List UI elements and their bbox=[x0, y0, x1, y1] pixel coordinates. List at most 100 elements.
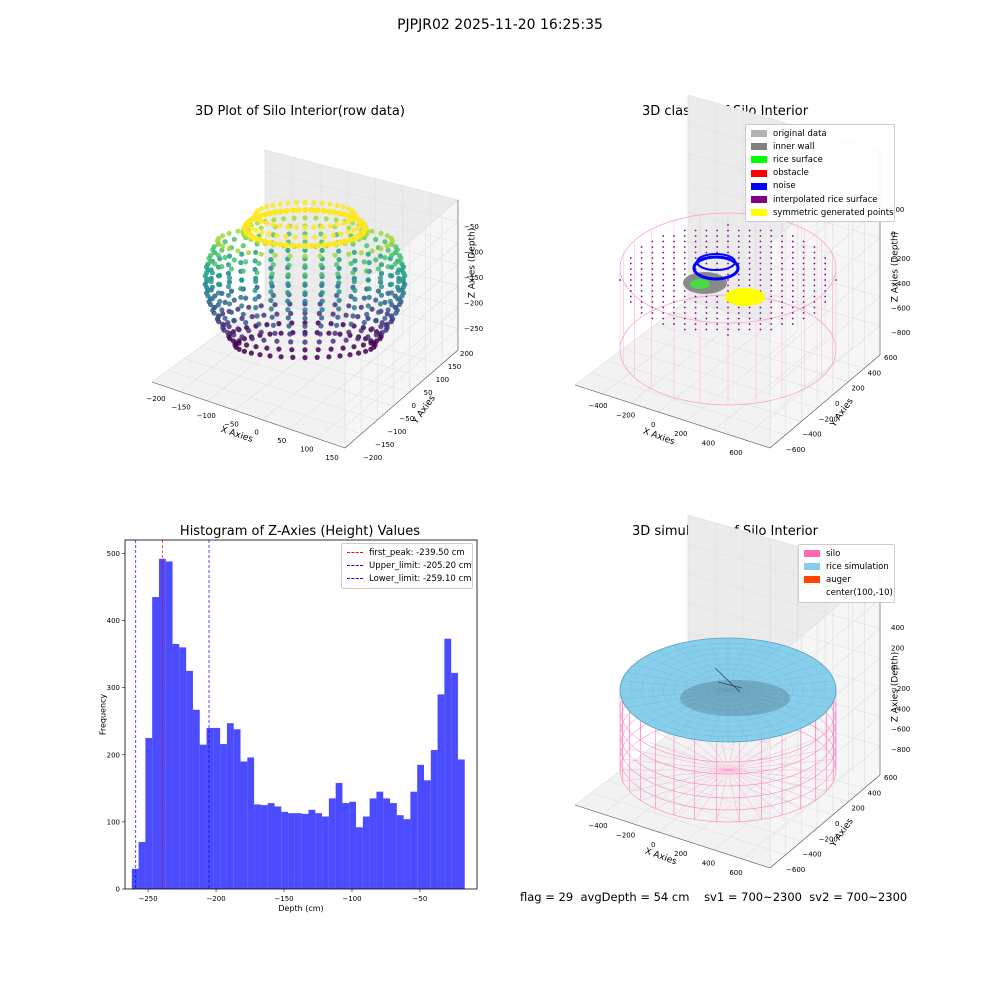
data-point bbox=[396, 301, 403, 308]
interpolated-point bbox=[781, 306, 783, 309]
data-point bbox=[272, 209, 278, 216]
data-point bbox=[274, 232, 280, 238]
histogram-bar bbox=[322, 816, 329, 889]
grid-line bbox=[687, 602, 881, 659]
data-point bbox=[226, 253, 233, 259]
data-point bbox=[240, 243, 246, 249]
interpolated-point bbox=[629, 301, 632, 303]
data-point bbox=[389, 313, 395, 319]
data-point bbox=[226, 279, 233, 285]
interpolated-point bbox=[737, 235, 740, 237]
data-point bbox=[393, 249, 399, 255]
data-point bbox=[318, 262, 324, 268]
interpolated-point bbox=[662, 235, 665, 237]
data-point bbox=[332, 209, 338, 216]
rice-mesh-spoke bbox=[645, 689, 729, 724]
data-point bbox=[346, 251, 352, 257]
interpolated-point bbox=[640, 284, 643, 287]
interpolated-point bbox=[813, 295, 816, 298]
data-point bbox=[302, 323, 308, 329]
interpolated-point bbox=[705, 328, 708, 331]
data-point bbox=[215, 281, 222, 287]
interpolated-point bbox=[716, 328, 719, 331]
interpolated-point bbox=[619, 279, 621, 281]
data-point bbox=[346, 225, 352, 231]
rice-mesh-spoke bbox=[626, 672, 729, 691]
data-point bbox=[361, 319, 367, 326]
interpolated-point bbox=[640, 279, 643, 281]
interpolated-point bbox=[727, 312, 729, 314]
data-point bbox=[256, 321, 262, 327]
rice-surface-cluster bbox=[690, 279, 710, 289]
histogram-bar bbox=[376, 791, 384, 889]
data-point bbox=[336, 280, 342, 286]
data-point bbox=[264, 204, 270, 210]
data-point bbox=[256, 293, 262, 300]
legend-label: interpolated rice surface bbox=[773, 194, 878, 205]
legend-swatch bbox=[751, 143, 767, 151]
grid-line bbox=[630, 315, 744, 404]
data-point bbox=[314, 242, 321, 249]
y-tick-label: 0 bbox=[835, 820, 839, 828]
data-point bbox=[365, 303, 371, 309]
data-point bbox=[254, 270, 260, 276]
interpolated-point bbox=[781, 273, 783, 276]
data-point bbox=[253, 305, 259, 311]
data-point bbox=[246, 304, 252, 310]
data-point bbox=[286, 262, 292, 268]
histogram-bar bbox=[158, 558, 166, 889]
data-point bbox=[336, 289, 342, 295]
data-point bbox=[392, 261, 398, 267]
interpolated-point bbox=[813, 290, 816, 292]
data-point bbox=[379, 330, 385, 336]
legend-label: obstacle bbox=[773, 168, 809, 179]
interpolated-point bbox=[662, 268, 665, 270]
data-point bbox=[281, 216, 287, 222]
interpolated-point bbox=[770, 268, 773, 270]
y-tick-label: −100 bbox=[387, 428, 406, 436]
data-point bbox=[257, 352, 263, 358]
interpolated-point bbox=[813, 273, 816, 276]
interpolated-point bbox=[716, 295, 719, 298]
interpolated-point bbox=[683, 323, 686, 325]
data-point bbox=[374, 338, 380, 344]
y-tick-label: 400 bbox=[868, 369, 881, 377]
interpolated-point bbox=[748, 251, 751, 254]
data-point bbox=[235, 248, 241, 254]
data-point bbox=[388, 235, 394, 241]
data-point bbox=[293, 224, 299, 230]
interpolated-point bbox=[770, 284, 773, 287]
data-point bbox=[334, 202, 340, 208]
interpolated-point bbox=[651, 273, 654, 276]
data-point bbox=[285, 200, 291, 206]
grid-line bbox=[234, 321, 348, 411]
interpolated-point bbox=[662, 251, 665, 254]
interpolated-point bbox=[662, 273, 665, 276]
data-point bbox=[352, 287, 358, 294]
interpolated-point bbox=[813, 284, 816, 287]
histogram-xlabel: Depth (cm) bbox=[278, 904, 324, 913]
data-point bbox=[287, 253, 293, 259]
interpolated-point bbox=[673, 251, 675, 254]
histogram-bar bbox=[186, 670, 193, 889]
data-point bbox=[274, 338, 280, 344]
histogram-bars bbox=[131, 558, 465, 889]
data-point bbox=[226, 324, 232, 330]
grid-line bbox=[591, 792, 786, 856]
interpolated-point bbox=[813, 246, 816, 248]
data-point bbox=[312, 234, 318, 240]
interpolated-point bbox=[824, 257, 827, 259]
data-point bbox=[207, 252, 214, 259]
interpolated-point bbox=[694, 246, 697, 248]
rice-mesh-spoke bbox=[727, 663, 822, 691]
data-point bbox=[334, 322, 340, 328]
interpolated-point bbox=[824, 273, 827, 276]
y-tick-label: 0 bbox=[412, 402, 416, 410]
grid-line bbox=[317, 342, 431, 439]
histogram-bar bbox=[138, 842, 146, 889]
silo-floor-spoke bbox=[727, 769, 834, 782]
interpolated-point bbox=[781, 240, 783, 243]
interpolated-point bbox=[824, 290, 827, 292]
grid-line bbox=[184, 358, 378, 421]
